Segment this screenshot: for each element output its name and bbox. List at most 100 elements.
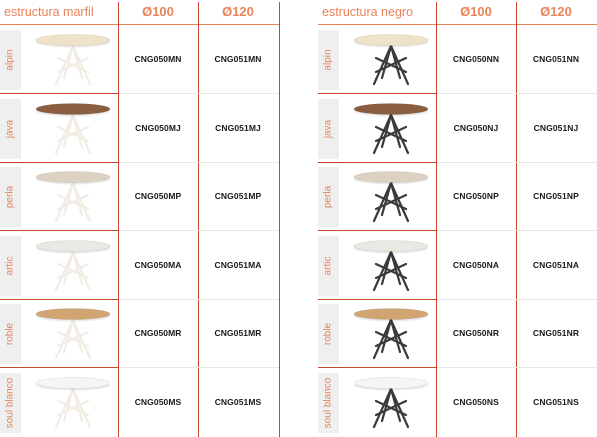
product-code-100: CNG050MS <box>134 396 182 407</box>
product-code-120: CNG051NS <box>533 396 579 407</box>
table-legs <box>54 318 92 360</box>
row-divider <box>318 161 436 163</box>
product-code-100: CNG050MP <box>134 191 182 201</box>
finish-label: roble <box>4 322 16 346</box>
product-code-120: CNG051MA <box>214 259 262 270</box>
finish-tab <box>0 304 21 364</box>
table-top <box>353 308 429 320</box>
round-table-image <box>35 102 111 154</box>
panel-header: estructura marfil Ø100 Ø120 <box>0 0 280 26</box>
table-row: perla CNG050MP CNG051MP <box>0 163 280 231</box>
finish-label: java <box>322 119 334 138</box>
table-row: roble CNG050MR CNG051MR <box>0 300 280 368</box>
column-divider <box>198 2 199 437</box>
table-row: soul blanco CNG050NS CNG051NS <box>318 369 597 437</box>
column-divider <box>436 2 437 437</box>
round-table-image <box>35 171 111 223</box>
row-divider <box>0 367 118 368</box>
product-code-120: CNG051NR <box>532 328 580 338</box>
row-divider <box>318 298 436 300</box>
table-row: alpin CNG050NN CNG051NN <box>318 26 597 94</box>
round-table-image <box>353 376 429 428</box>
row-divider <box>0 161 118 163</box>
round-table-image <box>353 239 429 291</box>
table-top <box>353 171 429 183</box>
finish-tab <box>0 235 21 296</box>
product-code-100: CNG050MR <box>134 328 182 338</box>
row-divider <box>0 230 118 231</box>
finish-tab <box>0 98 21 159</box>
product-code-120: CNG051NN <box>532 54 580 64</box>
table-row: java CNG050NJ CNG051NJ <box>318 95 597 163</box>
finish-label: alpin <box>322 49 334 71</box>
finish-tab <box>0 167 21 227</box>
table-legs <box>372 44 410 86</box>
row-divider <box>119 161 279 163</box>
product-code-120: CNG051MN <box>214 54 262 64</box>
table-top <box>35 376 111 389</box>
table-top <box>35 171 111 183</box>
product-code-100: CNG050NR <box>452 328 500 338</box>
column-divider <box>516 2 517 437</box>
product-code-100: CNG050NS <box>453 396 499 407</box>
table-top <box>35 239 111 252</box>
round-table-image <box>353 102 429 154</box>
round-table-image <box>353 34 429 86</box>
table-row: perla CNG050NP CNG051NP <box>318 163 597 231</box>
column-header-diameter-100: Ø100 <box>142 4 174 19</box>
row-divider <box>119 93 279 94</box>
finish-label: artic <box>4 256 16 275</box>
table-row: roble CNG050NR CNG051NR <box>318 300 597 368</box>
panel-estructura-marfil: estructura marfil Ø100 Ø120 alpin CNG050M… <box>0 0 280 437</box>
table-top <box>35 34 111 46</box>
table-legs <box>372 113 410 154</box>
panel-header: estructura negro Ø100 Ø120 <box>318 0 597 26</box>
finish-tab <box>318 304 339 364</box>
product-code-120: CNG051MJ <box>215 122 261 133</box>
product-code-120: CNG051NJ <box>533 122 579 133</box>
column-header-diameter-120: Ø120 <box>222 4 254 19</box>
finish-label: soul blanco <box>322 377 334 428</box>
finish-tab <box>0 372 21 433</box>
table-legs <box>372 318 410 360</box>
round-table-image <box>353 171 429 223</box>
product-code-100: CNG050NN <box>452 54 500 64</box>
table-top <box>353 376 429 389</box>
table-top <box>353 34 429 46</box>
product-code-120: CNG051MR <box>214 328 262 338</box>
product-code-120: CNG051NP <box>533 191 579 201</box>
row-divider <box>437 93 597 94</box>
row-divider <box>437 230 597 231</box>
finish-tab <box>318 235 339 296</box>
table-legs <box>54 387 92 428</box>
table-row: java CNG050MJ CNG051MJ <box>0 95 280 163</box>
row-divider <box>318 367 436 368</box>
round-table-image <box>35 308 111 360</box>
table-row: alpin CNG050MN CNG051MN <box>0 26 280 94</box>
product-code-100: CNG050NA <box>452 259 500 270</box>
round-table-image <box>35 376 111 428</box>
row-divider <box>119 298 279 300</box>
finish-tab <box>0 30 21 90</box>
table-top <box>353 102 429 115</box>
column-divider <box>279 2 280 437</box>
finish-tab <box>318 98 339 159</box>
table-legs <box>54 113 92 154</box>
row-divider <box>437 161 597 163</box>
row-divider <box>119 230 279 231</box>
column-divider <box>118 2 119 437</box>
row-divider <box>318 93 436 94</box>
column-header-diameter-120: Ø120 <box>540 4 572 19</box>
finish-label: roble <box>322 322 334 346</box>
product-code-120: CNG051MP <box>214 191 262 201</box>
panel-title: estructura negro <box>322 5 414 19</box>
table-top <box>35 308 111 320</box>
table-row: artic CNG050MA CNG051MA <box>0 232 280 300</box>
product-code-100: CNG050NJ <box>453 122 499 133</box>
table-row: artic CNG050NA CNG051NA <box>318 232 597 300</box>
table-legs <box>372 250 410 291</box>
product-code-120: CNG051NA <box>532 259 580 270</box>
column-header-diameter-100: Ø100 <box>460 4 492 19</box>
finish-label: artic <box>322 256 334 275</box>
table-legs <box>372 181 410 223</box>
